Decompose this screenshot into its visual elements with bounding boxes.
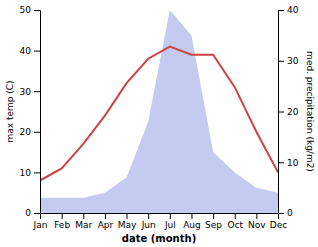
tick-label: 10 [20,168,32,178]
tick-label: Oct [227,220,243,230]
tick-label: May [118,220,137,230]
tick-mark [278,112,284,113]
tick-label: 20 [287,107,299,117]
y-axis: 0 10 20 30 40 50 [20,5,41,218]
tick: Oct [227,213,243,230]
axis-line [34,11,41,214]
tick: Apr [98,213,114,230]
tick: Aug [183,213,201,230]
tick: 40 [20,46,40,56]
tick: 20 [278,107,299,117]
x-axis: Jan Feb Mar Apr May Jun Jul Aug Sep Oct Nov Dec [33,213,288,230]
tick-label: 50 [20,5,32,15]
tick-mark [83,213,84,219]
tick-label: Jan [33,220,48,230]
tick: 10 [20,168,40,178]
axis-line [41,214,279,220]
tick: Jun [141,213,156,230]
tick-label: 10 [287,158,299,168]
plot: JanFebMarAprMayJunJulAugSepOctNovDec0102… [20,5,299,230]
tick-label: Nov [248,220,266,230]
area [40,10,278,213]
tick-mark [278,10,284,11]
tick: 30 [278,56,299,66]
tick-label: Feb [54,220,70,230]
tick-label: 30 [20,87,32,97]
tick: Dec [270,213,287,230]
tick-label: 40 [287,5,299,15]
tick-mark [62,213,63,219]
tick-mark [170,213,171,219]
tick-label: 30 [287,56,299,66]
tick: Sep [205,213,222,230]
axis-line [279,11,285,214]
tick-label: 40 [20,46,32,56]
tick-mark [256,213,257,219]
marks [40,10,278,213]
tick-mark [278,61,284,62]
tick: Jul [164,213,176,230]
y2-axis: 0 10 20 30 40 [278,5,299,218]
tick-mark [34,10,40,11]
tick-mark [34,91,40,92]
tick-mark [278,162,284,163]
tick-label: Aug [183,220,201,230]
y-axis-title: max temp (C) [5,80,15,142]
tick: Jan [33,213,48,230]
tick-label: 0 [287,208,293,218]
tick-label: Apr [98,220,114,230]
tick-mark [127,213,128,219]
line [40,47,278,181]
tick: 0 [25,208,40,218]
tick: 10 [278,158,299,168]
tick-label: 0 [25,208,31,218]
chart: JanFebMarAprMayJunJulAugSepOctNovDec0102… [0,0,318,247]
tick-label: Jun [141,220,156,230]
tick-mark [278,213,284,214]
tick: May [118,213,137,230]
tick: Feb [54,213,70,230]
tick-mark [191,213,192,219]
y2-axis-title: med. precipitation (kg/m2) [305,51,315,172]
tick-mark [34,132,40,133]
tick: Nov [248,213,266,230]
tick-label: 20 [20,127,32,137]
tick-label: Jul [164,220,176,230]
tick: 30 [20,87,40,97]
tick-mark [105,213,106,219]
tick: 20 [20,127,40,137]
tick-label: Sep [205,220,222,230]
tick-mark [34,51,40,52]
tick-mark [148,213,149,219]
tick-label: Dec [270,220,287,230]
x-axis-title: date (month) [122,233,196,244]
tick: 40 [278,5,299,15]
tick-mark [235,213,236,219]
tick-mark [34,213,40,214]
tick-label: Mar [75,220,92,230]
tick-mark [34,172,40,173]
tick: 50 [20,5,40,15]
tick-mark [213,213,214,219]
tick: Mar [75,213,92,230]
tick: 0 [278,208,293,218]
